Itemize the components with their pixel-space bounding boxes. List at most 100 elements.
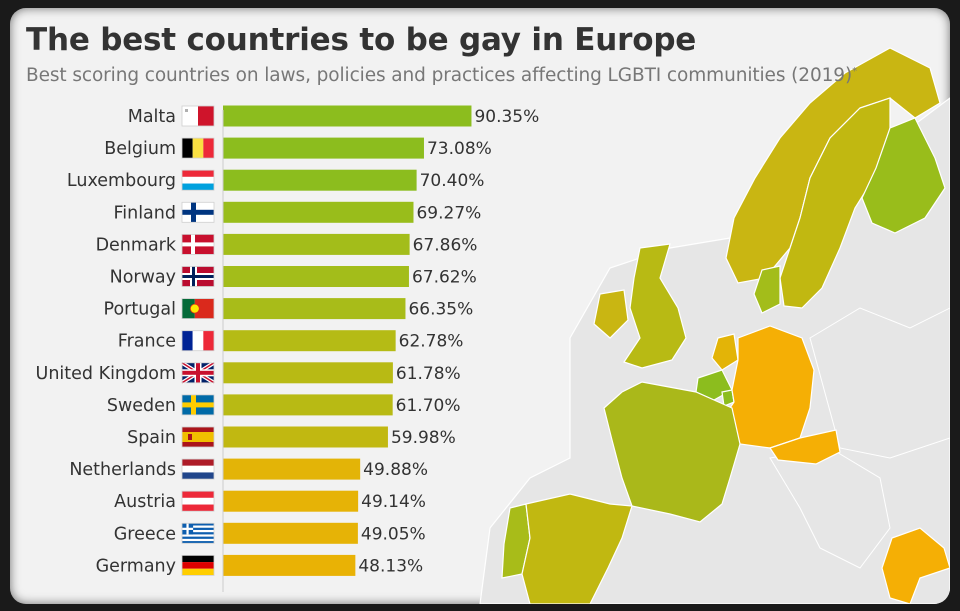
flag-france-border <box>181 330 215 352</box>
flag-belgium-border <box>181 137 215 159</box>
flag-greece-part <box>182 532 214 535</box>
bar <box>223 169 417 191</box>
category-label: France <box>118 332 176 352</box>
value-label: 67.62% <box>412 268 477 288</box>
chart-title: The best countries to be gay in Europe <box>26 22 697 58</box>
flag-austria-part <box>182 504 214 512</box>
flag-greece-part <box>182 538 214 542</box>
category-label: Malta <box>128 107 176 127</box>
map-austria <box>769 429 841 465</box>
flag-france-part <box>192 330 204 351</box>
flag-spain-icon <box>181 426 215 448</box>
bar-row: United Kingdom 61.78% <box>36 361 461 385</box>
bar-row: France 62.78% <box>118 330 463 352</box>
bar-row: Germany 48.13% <box>96 554 423 576</box>
value-label: 61.78% <box>396 364 461 384</box>
map-finland <box>861 117 946 234</box>
flag-greece-icon <box>181 522 215 544</box>
map-greece <box>881 527 950 604</box>
subtitle-footnote-mark: * <box>852 65 857 77</box>
category-label: Austria <box>114 492 176 512</box>
flag-netherlands-part <box>182 459 214 466</box>
flag-austria-icon <box>181 490 215 512</box>
flag-finland-icon <box>181 201 215 223</box>
flag-sweden-icon <box>181 394 215 416</box>
flag-portugal-part <box>189 303 200 314</box>
flag-luxembourg-part <box>182 176 214 184</box>
flag-spain-part <box>182 427 214 432</box>
flag-luxembourg-border <box>181 169 215 191</box>
bar-rows: Malta 90.35% Belgium 73.08% Luxembourg 70.40%… <box>36 105 539 576</box>
bar <box>223 394 393 416</box>
bar <box>223 105 472 127</box>
flag-germany-icon <box>181 555 215 576</box>
bar-row: Sweden 61.70% <box>107 394 461 416</box>
flag-luxembourg-icon <box>181 169 215 191</box>
bar <box>223 426 388 448</box>
flag-malta-icon <box>181 105 215 127</box>
flag-netherlands-part <box>182 472 214 480</box>
flag-greece-part <box>182 534 214 537</box>
flag-malta-part <box>182 106 198 126</box>
flag-denmark-part <box>182 242 214 247</box>
flag-portugal-part <box>182 298 195 319</box>
category-label: United Kingdom <box>36 364 176 384</box>
flag-netherlands-border <box>181 458 215 480</box>
flag-spain-border <box>181 426 215 448</box>
value-label: 73.08% <box>427 139 492 159</box>
flag-germany-part <box>182 562 214 569</box>
category-label: Germany <box>96 556 176 576</box>
chart-subtitle: Best scoring countries on laws, policies… <box>26 65 857 86</box>
flag-greece-part <box>182 527 194 530</box>
flag-portugal-border <box>181 298 215 320</box>
bar <box>223 554 356 576</box>
bar-row: Norway 67.62% <box>110 266 477 288</box>
map-ireland <box>593 289 629 339</box>
flag-austria-border <box>181 490 215 512</box>
flag-norway-icon <box>181 266 215 287</box>
bar-row: Spain 59.98% <box>127 426 456 448</box>
flag-france-icon <box>181 330 215 352</box>
flag-germany-part <box>182 555 214 563</box>
flag-greece-part <box>182 536 214 540</box>
category-label: Denmark <box>96 235 177 255</box>
flag-france-part <box>182 330 193 351</box>
europe-map <box>479 47 950 604</box>
flag-greece-border <box>181 522 215 544</box>
flag-spain-part <box>182 432 214 442</box>
flag-united-kingdom-part <box>182 370 214 375</box>
category-label: Greece <box>114 524 176 544</box>
flag-belgium-part <box>203 138 214 159</box>
map-france <box>603 381 741 523</box>
flag-netherlands-part <box>182 465 214 473</box>
flag-germany-border <box>181 555 215 576</box>
flag-greece-part <box>182 529 214 533</box>
flag-belgium-part <box>192 138 204 159</box>
flag-spain-part <box>188 434 192 440</box>
flag-malta-border <box>181 105 215 127</box>
flag-netherlands-icon <box>181 458 215 480</box>
bar <box>223 298 406 320</box>
flag-united-kingdom-border <box>181 362 215 384</box>
flag-france-part <box>203 330 214 351</box>
bar-row: Luxembourg 70.40% <box>67 169 485 191</box>
category-label: Finland <box>113 203 176 223</box>
category-label: Luxembourg <box>67 171 176 191</box>
flag-sweden-border <box>181 394 215 416</box>
flag-sweden-part <box>182 402 214 408</box>
value-label: 90.35% <box>474 107 539 127</box>
map-united-kingdom <box>623 243 687 369</box>
bar-chart: Malta 90.35% Belgium 73.08% Luxembourg 70.40%… <box>36 105 539 592</box>
chart-subtitle-text: Best scoring countries on laws, policies… <box>26 65 853 86</box>
bar <box>223 330 396 352</box>
category-label: Netherlands <box>69 460 176 480</box>
flag-greece-part <box>182 541 214 544</box>
map-netherlands <box>711 333 739 371</box>
bar-row: Portugal 66.35% <box>104 298 473 320</box>
value-label: 70.40% <box>420 171 485 191</box>
flag-luxembourg-part <box>182 183 214 191</box>
flag-germany-part <box>182 568 214 576</box>
value-label: 67.86% <box>413 235 478 255</box>
flag-belgium-icon <box>181 137 215 159</box>
infographic-card: The best countries to be gay in Europe B… <box>10 8 950 604</box>
